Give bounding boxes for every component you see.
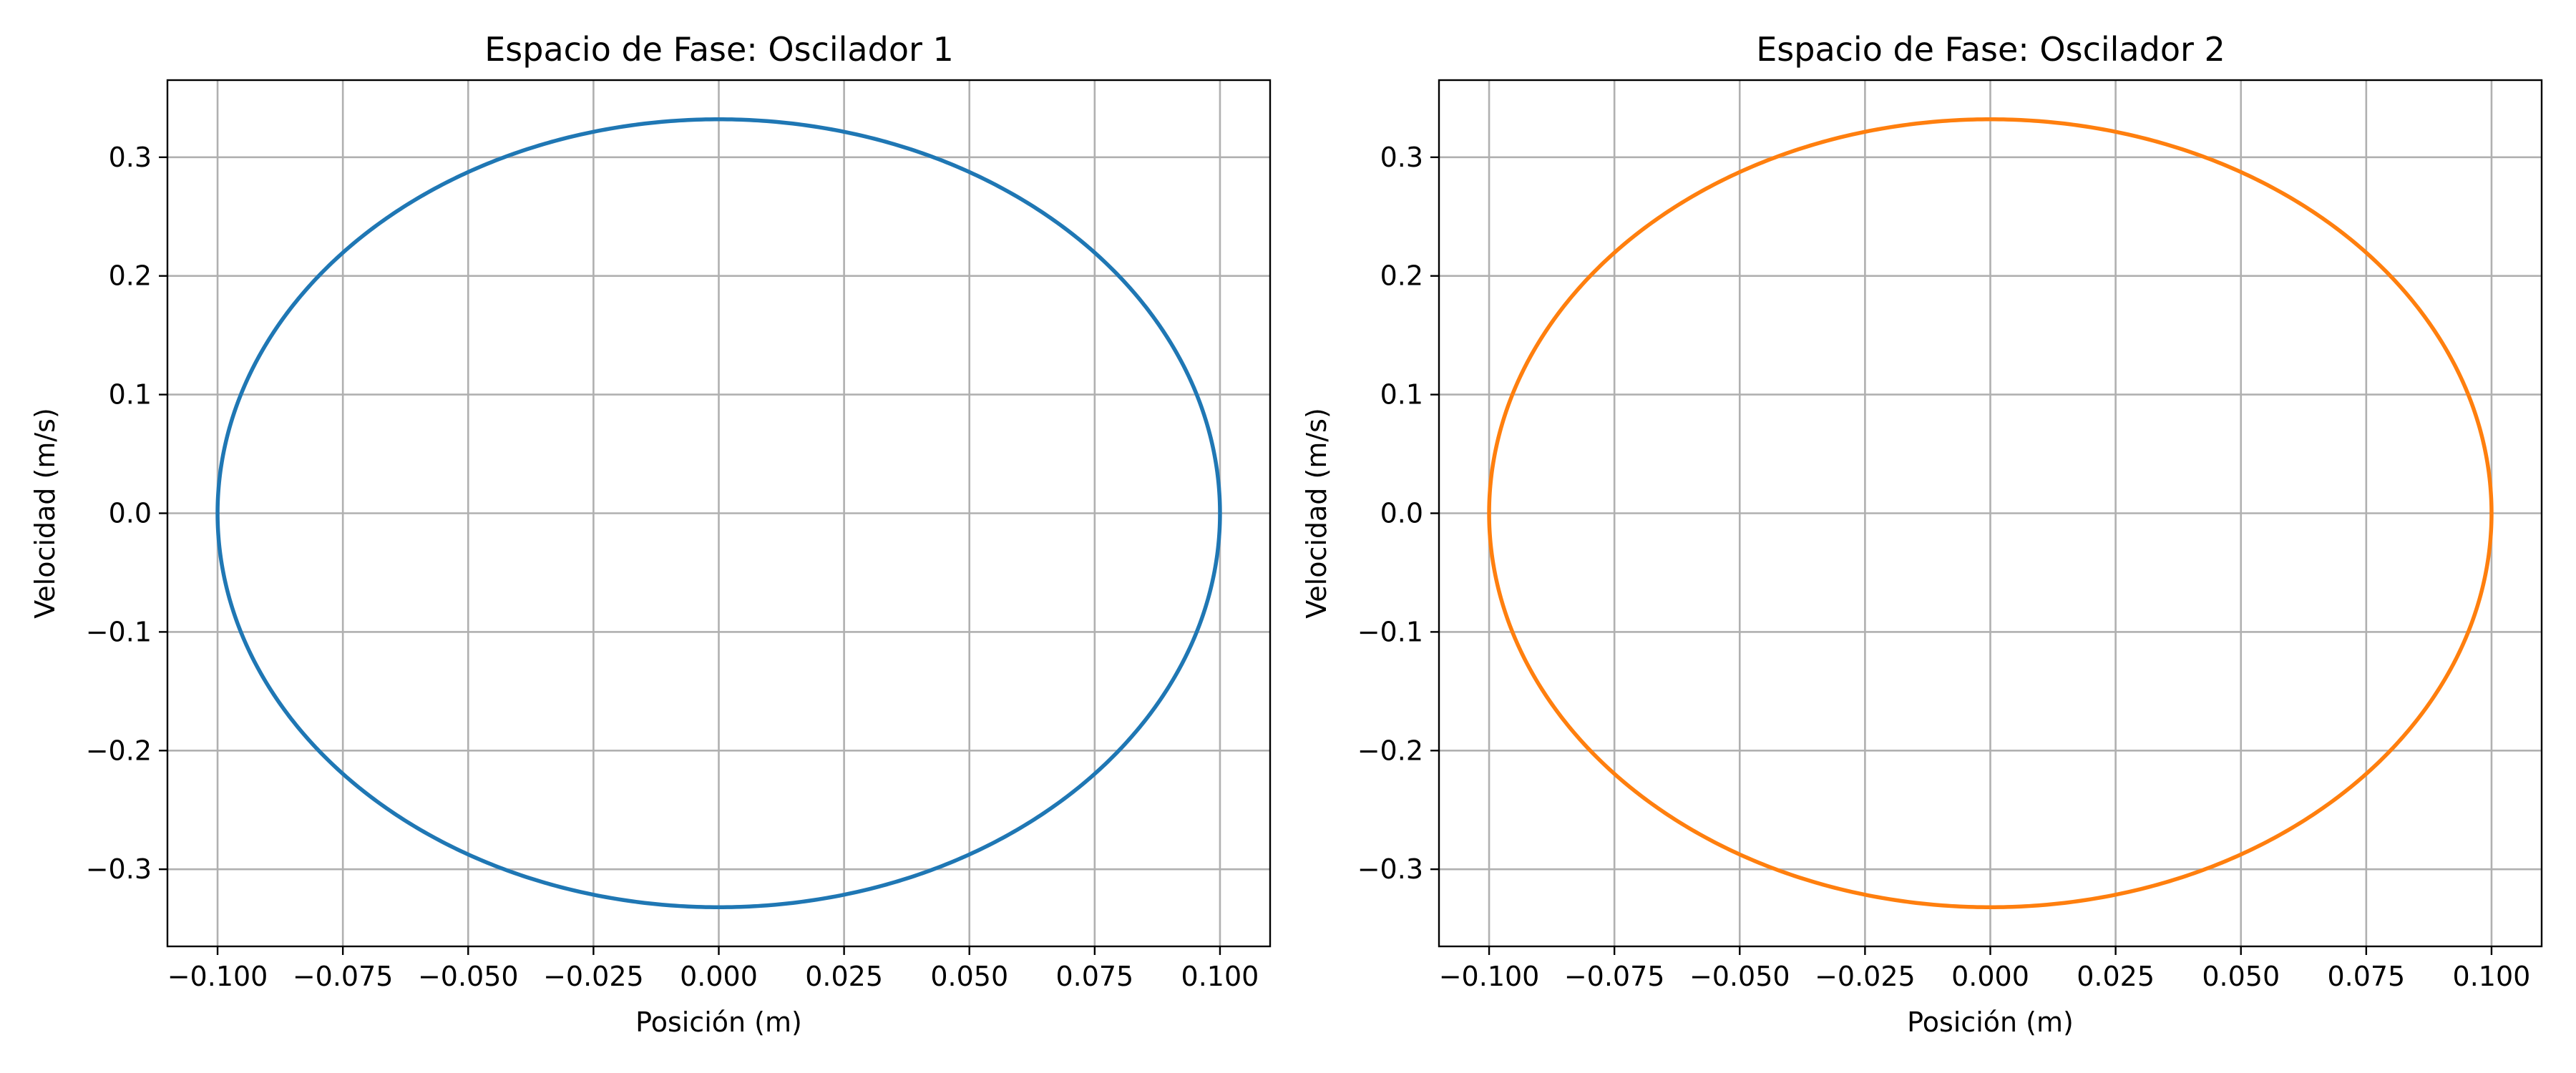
x-tick-label: 0.000 (1951, 961, 2029, 992)
x-tick-label: −0.025 (1815, 961, 1916, 992)
x-tick-label: −0.050 (418, 961, 519, 992)
x-tick-label: −0.050 (1689, 961, 1790, 992)
x-tick-label: 0.100 (2453, 961, 2531, 992)
x-tick-label: 0.025 (2077, 961, 2155, 992)
subplot-oscillator-1: Espacio de Fase: Oscilador 1 −0.100 −0.07… (29, 30, 1272, 1038)
x-tick-label: 0.025 (805, 961, 883, 992)
x-axis-label: Posición (m) (1907, 1006, 2074, 1038)
y-tick-label: −0.3 (86, 853, 152, 885)
y-tick-label: 0.1 (109, 379, 152, 411)
x-tick-label: 0.100 (1181, 961, 1259, 992)
y-tick-label: 0.1 (1380, 379, 1423, 411)
y-axis-label: Velocidad (m/s) (29, 408, 61, 619)
y-tick-label: 0.2 (1380, 260, 1423, 292)
x-tick-label: −0.075 (1564, 961, 1665, 992)
axis-ticks: −0.100 −0.075 −0.050 −0.025 0.000 0.025 0.050 0… (86, 142, 1259, 992)
y-tick-label: −0.3 (1357, 853, 1423, 885)
plot-area (1487, 117, 2494, 910)
y-tick-label: −0.1 (86, 616, 152, 647)
y-tick-label: −0.2 (86, 735, 152, 766)
x-tick-label: 0.075 (2327, 961, 2405, 992)
chart-title: Espacio de Fase: Oscilador 2 (1756, 30, 2225, 69)
x-tick-label: 0.075 (1055, 961, 1133, 992)
y-tick-label: 0.0 (109, 498, 152, 529)
y-tick-label: 0.3 (1380, 142, 1423, 173)
y-axis-label: Velocidad (m/s) (1301, 408, 1332, 619)
grid (167, 80, 1270, 946)
x-tick-label: 0.050 (2202, 961, 2280, 992)
y-tick-label: −0.2 (1357, 735, 1423, 766)
series-line (215, 117, 1222, 910)
subplot-oscillator-2: Espacio de Fase: Oscilador 2 −0.100 −0.07… (1301, 30, 2543, 1038)
plot-area (215, 117, 1222, 910)
x-tick-label: −0.100 (167, 961, 268, 992)
x-tick-label: −0.100 (1439, 961, 1540, 992)
y-tick-label: 0.0 (1380, 498, 1423, 529)
x-tick-label: 0.000 (680, 961, 758, 992)
x-tick-label: −0.025 (543, 961, 644, 992)
x-tick-label: −0.075 (293, 961, 394, 992)
x-axis-label: Posición (m) (635, 1006, 802, 1038)
x-tick-label: 0.050 (930, 961, 1008, 992)
series-line (1487, 117, 2494, 910)
y-tick-label: −0.1 (1357, 616, 1423, 647)
axis-ticks: −0.100 −0.075 −0.050 −0.025 0.000 0.025 0.050 0… (1357, 142, 2531, 992)
y-tick-label: 0.2 (109, 260, 152, 292)
chart-title: Espacio de Fase: Oscilador 1 (484, 30, 954, 69)
y-tick-label: 0.3 (109, 142, 152, 173)
